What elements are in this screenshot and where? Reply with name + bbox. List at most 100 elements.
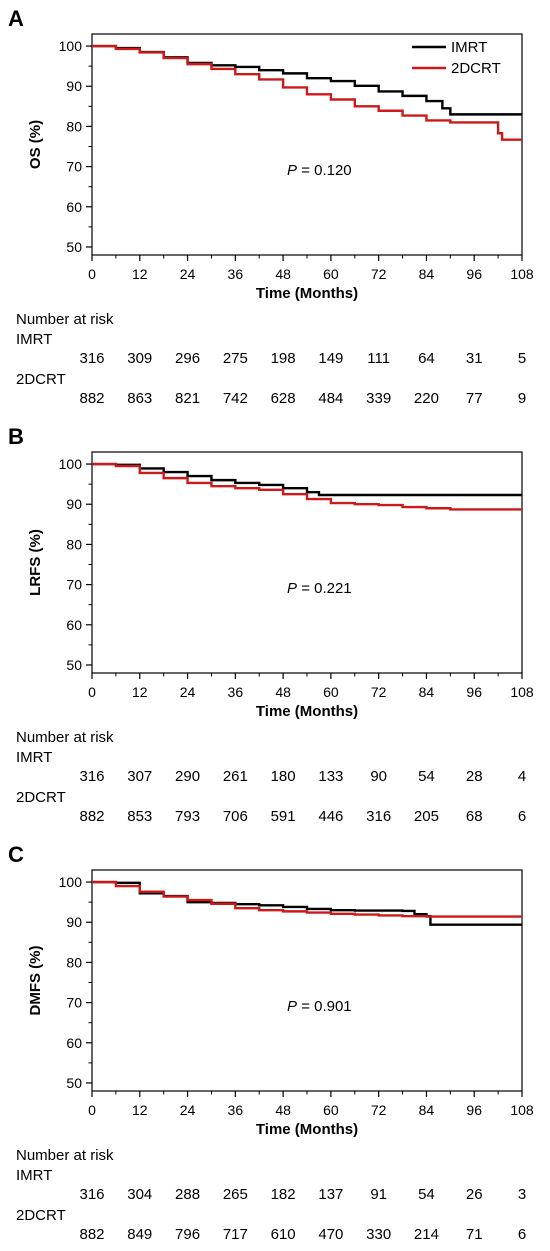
risk-count: 26	[465, 1186, 483, 1203]
risk-table-title: Number at risk	[16, 729, 114, 746]
risk-count: 882	[79, 390, 105, 407]
risk-count: 261	[222, 768, 248, 785]
risk-count: 446	[318, 808, 344, 825]
plot-frame	[91, 869, 523, 1092]
risk-count: 149	[318, 350, 344, 367]
x-tick-label: 12	[132, 266, 148, 282]
y-tick-label: 70	[66, 995, 82, 1011]
risk-count: 54	[418, 768, 435, 785]
risk-count: 610	[270, 1226, 296, 1243]
panel-c: C 0 12 24 36 48 60 72 84 96 108 50 60 70 80 90 100 Time …	[0, 836, 550, 1248]
x-tick-label: 72	[371, 266, 387, 282]
p-value-text: = 0.901	[301, 998, 352, 1015]
os-chart: 0 12 24 36 48 60 72 84 96 108 50 60 70 80 90 100 Time (M…	[27, 33, 534, 302]
risk-count: 339	[366, 390, 392, 407]
panel-label: B	[8, 424, 24, 449]
risk-count: 316	[79, 1186, 105, 1203]
y-tick-label: 50	[66, 239, 82, 255]
x-tick-label: 108	[510, 1102, 534, 1118]
x-tick-label: 0	[88, 266, 96, 282]
risk-group-imrt: IMRT	[16, 331, 53, 348]
y-tick-label: 90	[66, 914, 82, 930]
y-tick-label: 50	[66, 1075, 82, 1091]
risk-group-2dcrt: 2DCRT	[16, 1207, 66, 1224]
y-tick-label: 70	[66, 577, 82, 593]
x-tick-label: 24	[180, 1102, 196, 1118]
risk-group-imrt: IMRT	[16, 1167, 53, 1184]
x-tick-label: 60	[323, 1102, 339, 1118]
x-tick-label: 24	[180, 684, 196, 700]
risk-count: 77	[465, 390, 483, 407]
risk-count: 330	[366, 1226, 392, 1243]
x-tick-label: 48	[275, 266, 291, 282]
risk-count: 137	[318, 1186, 344, 1203]
risk-count: 28	[465, 768, 483, 785]
legend-label-2dcrt: 2DCRT	[451, 60, 501, 77]
x-tick-label: 48	[275, 684, 291, 700]
y-tick-label: 60	[66, 199, 82, 215]
risk-count: 882	[79, 808, 105, 825]
risk-count: 316	[366, 808, 392, 825]
x-tick-label: 60	[323, 266, 339, 282]
risk-count: 214	[413, 1226, 439, 1243]
risk-count: 111	[367, 350, 391, 367]
risk-group-imrt: IMRT	[16, 749, 53, 766]
plot-frame	[91, 451, 523, 674]
risk-count: 290	[175, 768, 201, 785]
y-tick-label: 80	[66, 954, 82, 970]
x-tick-label: 84	[419, 684, 435, 700]
risk-count: 68	[465, 808, 483, 825]
x-tick-label: 72	[371, 684, 387, 700]
x-tick-label: 84	[419, 266, 435, 282]
risk-count: 9	[517, 390, 527, 407]
risk-count: 863	[127, 390, 153, 407]
y-tick-label: 50	[66, 657, 82, 673]
lrfs-chart: 0 12 24 36 48 60 72 84 96 108 50 60 70 80 90 100 Time (M…	[27, 451, 534, 720]
p-value: P = 0.221	[287, 580, 352, 597]
risk-count: 821	[175, 390, 201, 407]
risk-count: 54	[418, 1186, 435, 1203]
x-tick-label: 72	[371, 1102, 387, 1118]
risk-count: 182	[270, 1186, 296, 1203]
x-tick-label: 12	[132, 1102, 148, 1118]
risk-count: 64	[418, 350, 435, 367]
series-line-2dcrt	[92, 880, 522, 918]
p-value-text: = 0.120	[301, 162, 352, 179]
series-line-2dcrt	[92, 44, 522, 141]
x-tick-label: 0	[88, 1102, 96, 1118]
risk-count: 133	[318, 768, 344, 785]
series-line-2dcrt	[92, 462, 522, 511]
risk-count: 31	[465, 350, 483, 367]
x-tick-label: 36	[228, 266, 244, 282]
x-tick-label: 24	[180, 266, 196, 282]
risk-count: 484	[318, 390, 344, 407]
risk-count: 706	[222, 808, 248, 825]
risk-count: 275	[222, 350, 248, 367]
y-tick-label: 90	[66, 78, 82, 94]
risk-count: 591	[270, 808, 296, 825]
y-axis-label: OS (%)	[27, 120, 44, 169]
risk-count: 316	[79, 768, 105, 785]
x-axis-label: Time (Months)	[256, 285, 358, 302]
risk-count: 180	[270, 768, 296, 785]
panel-label: A	[8, 6, 24, 31]
risk-count: 796	[175, 1226, 201, 1243]
risk-count: 853	[127, 808, 153, 825]
y-tick-label: 80	[66, 118, 82, 134]
y-tick-label: 80	[66, 536, 82, 552]
y-tick-label: 100	[59, 874, 83, 890]
risk-count: 71	[465, 1226, 483, 1243]
risk-count: 717	[222, 1226, 248, 1243]
y-axis-label: LRFS (%)	[27, 529, 44, 596]
risk-count: 470	[318, 1226, 344, 1243]
risk-count: 265	[222, 1186, 248, 1203]
y-tick-label: 100	[59, 456, 83, 472]
risk-count: 316	[79, 350, 105, 367]
risk-count: 309	[127, 350, 153, 367]
y-tick-label: 70	[66, 159, 82, 175]
panel-a: A 0 12 24 36 48 60 72 84 96 108 50 60 70 80 90 100 Time …	[0, 0, 550, 412]
risk-count: 288	[175, 1186, 201, 1203]
panel-label: C	[8, 842, 24, 867]
risk-count: 91	[370, 1186, 387, 1203]
risk-count: 90	[370, 768, 387, 785]
